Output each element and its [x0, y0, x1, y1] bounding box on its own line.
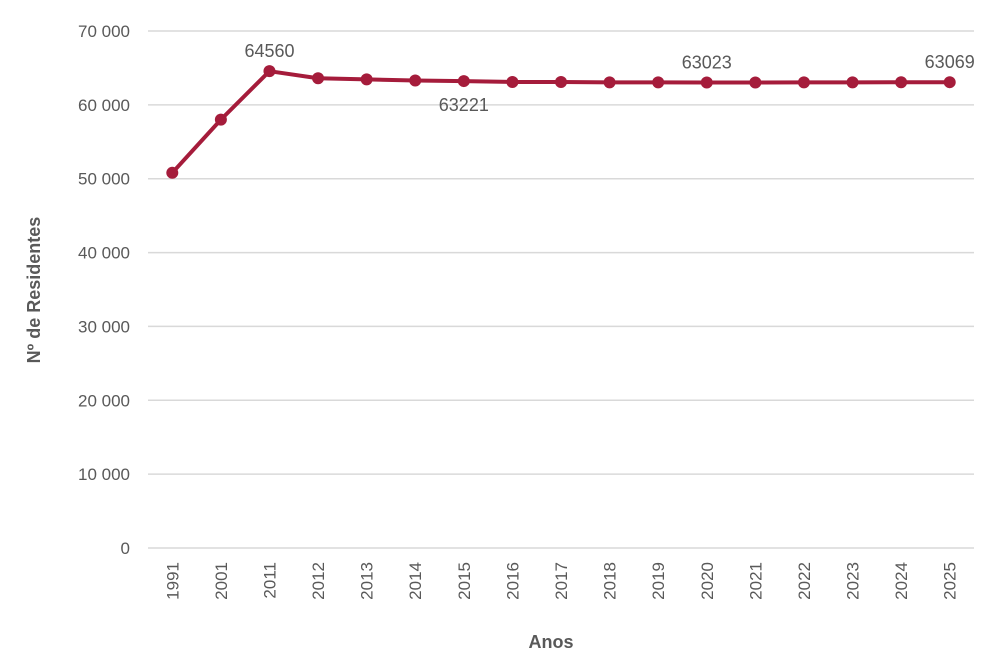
x-tick-label: 2015	[455, 562, 474, 600]
x-tick-label: 2013	[358, 562, 377, 600]
data-point	[457, 75, 470, 88]
data-point	[749, 76, 762, 89]
y-axis-ticks: 0 10 000 20 000 30 000 40 000 50 000 60 000 70 …	[78, 22, 130, 558]
data-labels: 64560 63221 63023 63069	[244, 41, 974, 115]
x-tick-label: 2018	[601, 562, 620, 600]
data-point	[312, 72, 325, 85]
data-point	[797, 76, 810, 89]
x-axis-ticks: 1991 2001 2011 2012 2013 2014 2015 2016 2017 2018…	[163, 562, 959, 600]
x-tick-label: 2012	[309, 562, 328, 600]
series-layer	[166, 65, 956, 179]
x-tick-label: 2016	[503, 562, 522, 600]
x-tick-label: 2022	[795, 562, 814, 600]
data-label: 63221	[439, 95, 489, 115]
data-point	[603, 76, 616, 89]
data-point	[652, 76, 665, 89]
data-point	[943, 76, 956, 89]
data-point	[895, 76, 908, 89]
data-label: 64560	[244, 41, 294, 61]
y-axis-title: Nº de Residentes	[24, 217, 44, 364]
y-tick-label: 30 000	[78, 317, 130, 336]
data-label: 63023	[682, 53, 732, 73]
x-tick-label: 2023	[844, 562, 863, 600]
data-point	[166, 166, 179, 179]
x-tick-label: 2001	[212, 562, 231, 600]
data-point	[214, 113, 227, 126]
data-label: 63069	[925, 52, 975, 72]
x-tick-label: 2019	[649, 562, 668, 600]
x-tick-label: 2024	[892, 562, 911, 600]
y-tick-label: 70 000	[78, 22, 130, 41]
data-point	[555, 75, 567, 88]
x-axis-title: Anos	[529, 632, 574, 652]
x-tick-label: 2020	[698, 562, 717, 600]
data-point	[263, 65, 276, 78]
gridlines	[148, 30, 974, 549]
x-tick-label: 2017	[552, 562, 571, 600]
y-tick-label: 60 000	[78, 96, 130, 115]
data-point	[506, 75, 519, 88]
x-tick-label: 2021	[746, 562, 765, 600]
data-point	[409, 74, 422, 87]
y-tick-label: 0	[121, 539, 130, 558]
y-tick-label: 50 000	[78, 170, 130, 189]
x-tick-label: 2025	[941, 562, 960, 600]
x-tick-label: 2011	[260, 562, 279, 599]
y-tick-label: 20 000	[78, 391, 130, 410]
x-tick-label: 1991	[163, 562, 182, 600]
data-point	[846, 76, 859, 89]
x-tick-label: 2014	[406, 562, 425, 600]
data-point	[700, 76, 713, 89]
data-point	[360, 73, 373, 86]
y-tick-label: 40 000	[78, 244, 130, 263]
y-tick-label: 10 000	[78, 465, 130, 484]
